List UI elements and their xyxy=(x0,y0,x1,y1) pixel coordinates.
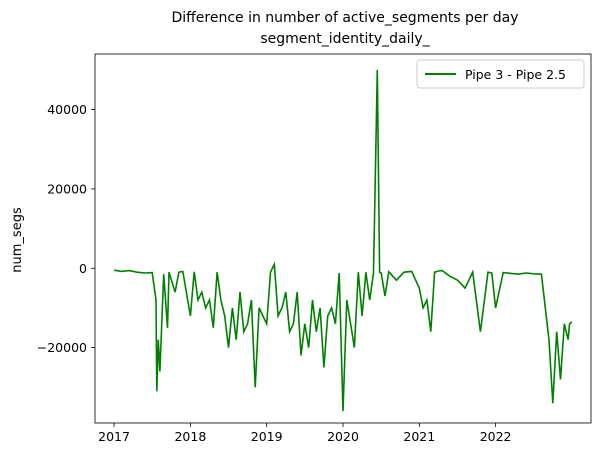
y-tick-label: 20000 xyxy=(47,181,87,196)
y-tick-label: −20000 xyxy=(37,340,87,355)
x-tick-label: 2019 xyxy=(251,429,283,444)
legend-box xyxy=(416,59,585,89)
legend-label: Pipe 3 - Pipe 2.5 xyxy=(465,67,566,82)
chart-title: Difference in number of active_segments … xyxy=(171,10,518,26)
y-axis-label: num_segs xyxy=(10,207,25,273)
series-line xyxy=(113,69,573,412)
ticks-layer: 2017 2018 2019 2020 2021 2022 −20000 0 20000 4000… xyxy=(37,102,512,444)
x-tick-label: 2021 xyxy=(403,429,435,444)
series-layer xyxy=(113,69,573,412)
chart-subtitle: segment_identity_daily_ xyxy=(260,31,430,47)
x-tick-label: 2022 xyxy=(480,429,512,444)
y-tick-label: 0 xyxy=(79,261,87,276)
legend: Pipe 3 - Pipe 2.5 xyxy=(416,59,585,89)
x-tick-label: 2017 xyxy=(98,429,130,444)
x-tick-label: 2020 xyxy=(327,429,359,444)
plot-frame xyxy=(94,53,592,424)
x-tick-label: 2018 xyxy=(174,429,206,444)
y-tick-label: 40000 xyxy=(47,102,87,117)
